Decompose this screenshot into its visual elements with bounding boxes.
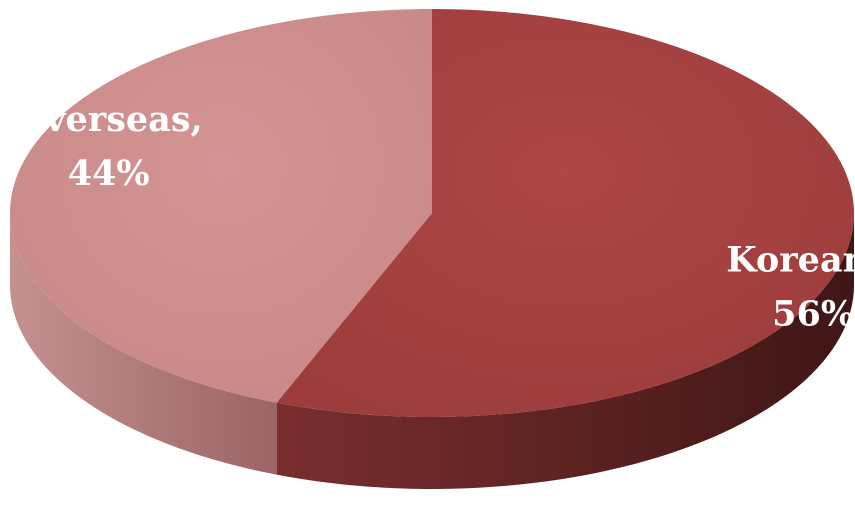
pie-sides — [10, 213, 854, 489]
pie-labels: Koreans, 56% Overseas, 44% — [15, 99, 855, 334]
slice-label-koreans: Koreans, — [726, 239, 855, 280]
slice-side-overseas — [10, 213, 277, 475]
slice-label-overseas: Overseas, — [15, 99, 203, 140]
pie-tops — [10, 9, 854, 417]
slice-pct-koreans: 56% — [772, 293, 854, 334]
slice-top-koreans — [276, 9, 854, 417]
slice-top-overseas — [10, 9, 432, 403]
slice-pct-overseas: 44% — [68, 153, 150, 194]
slice-side-koreans — [276, 213, 854, 489]
